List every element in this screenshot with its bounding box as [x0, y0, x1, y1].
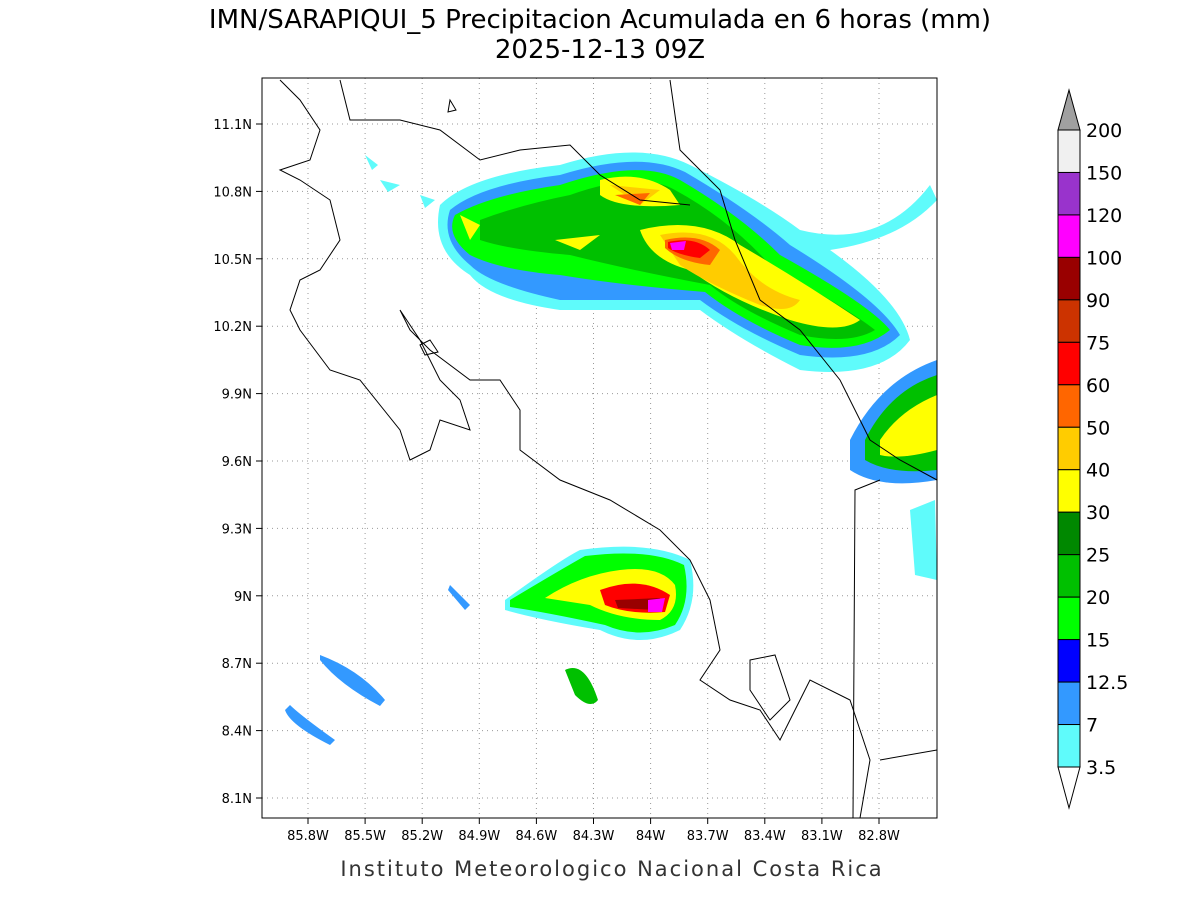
- y-tick-label: 9.9N: [222, 388, 252, 403]
- colorbar-swatch: [1057, 299, 1081, 343]
- x-tick-label: 84.3W: [573, 829, 615, 844]
- colorbar-label: 120: [1086, 205, 1122, 227]
- colorbar-label: 75: [1086, 332, 1110, 354]
- title: IMN/SARAPIQUI_5 Precipitacion Acumulada …: [209, 5, 991, 35]
- colorbar-label: 30: [1086, 502, 1110, 524]
- x-tick-label: 85.8W: [287, 829, 329, 844]
- x-tick-label: 84.9W: [458, 829, 500, 844]
- colorbar-swatch: [1057, 639, 1081, 683]
- footer: Instituto Meteorologico Nacional Costa R…: [340, 857, 883, 881]
- x-tick-label: 84W: [636, 829, 666, 844]
- colorbar-label: 3.5: [1086, 757, 1116, 779]
- y-tick-label: 11.1N: [213, 118, 252, 133]
- colorbar-swatch: [1057, 171, 1081, 216]
- y-tick-label: 9.6N: [222, 455, 252, 470]
- precipitation: [285, 152, 937, 745]
- colorbar-swatch: [1057, 214, 1081, 258]
- y-tick-label: 10.8N: [213, 185, 252, 200]
- x-tick-label: 84.6W: [515, 829, 557, 844]
- map-frame: [261, 77, 938, 819]
- colorbar-label: 50: [1086, 417, 1110, 439]
- colorbar-label: 25: [1086, 545, 1110, 567]
- coastline: [278, 79, 937, 818]
- y-tick-label: 10.5N: [213, 253, 252, 268]
- colorbar-label: 60: [1086, 375, 1110, 397]
- colorbar-swatch: [1057, 554, 1081, 598]
- colorbar-swatch: [1057, 596, 1081, 641]
- colorbar-label: 12.5: [1086, 672, 1128, 694]
- x-tick-label: 82.8W: [858, 829, 900, 844]
- colorbar-label: 100: [1086, 247, 1122, 269]
- x-tick-label: 85.5W: [344, 829, 386, 844]
- x-tick-label: 83.7W: [687, 829, 729, 844]
- colorbar-label: 90: [1086, 290, 1110, 312]
- y-tick-label: 9N: [234, 590, 252, 605]
- axis-labels: 85.8W 85.5W 85.2W 84.9W 84.6W 84.3W 84W 83.7W 83…: [213, 118, 900, 844]
- colorbar-swatch: [1057, 256, 1081, 301]
- colorbar-label: 150: [1086, 162, 1122, 184]
- colorbar-swatch: [1057, 511, 1081, 556]
- colorbar-swatch: [1057, 724, 1081, 768]
- colorbar-swatch: [1057, 681, 1081, 726]
- colorbar-label: 7: [1086, 715, 1098, 737]
- colorbar-arrow: [1057, 766, 1081, 810]
- colorbar-swatch: [1057, 341, 1081, 386]
- y-tick-label: 9.3N: [222, 522, 252, 537]
- colorbar-label: 15: [1086, 630, 1110, 652]
- colorbar-swatch: [1057, 384, 1081, 428]
- colorbar-label: 40: [1086, 460, 1110, 482]
- y-tick-label: 8.7N: [222, 657, 252, 672]
- colorbar: 200 150 120 100 90 75 60 50 40 30 25 20 15 12.5 7 3.5: [1057, 88, 1128, 810]
- colorbar-label: 20: [1086, 587, 1110, 609]
- x-tick-label: 83.1W: [801, 829, 843, 844]
- subtitle: 2025-12-13 09Z: [495, 35, 705, 65]
- x-tick-label: 85.2W: [401, 829, 443, 844]
- colorbar-label: 200: [1086, 120, 1122, 142]
- colorbar-swatch: [1057, 469, 1081, 513]
- colorbar-swatch: [1057, 426, 1081, 471]
- colorbar-arrow: [1057, 88, 1081, 131]
- y-tick-label: 8.1N: [222, 792, 252, 807]
- x-tick-label: 83.4W: [744, 829, 786, 844]
- y-tick-label: 8.4N: [222, 725, 252, 740]
- y-tick-label: 10.2N: [213, 320, 252, 335]
- colorbar-swatch: [1057, 129, 1081, 173]
